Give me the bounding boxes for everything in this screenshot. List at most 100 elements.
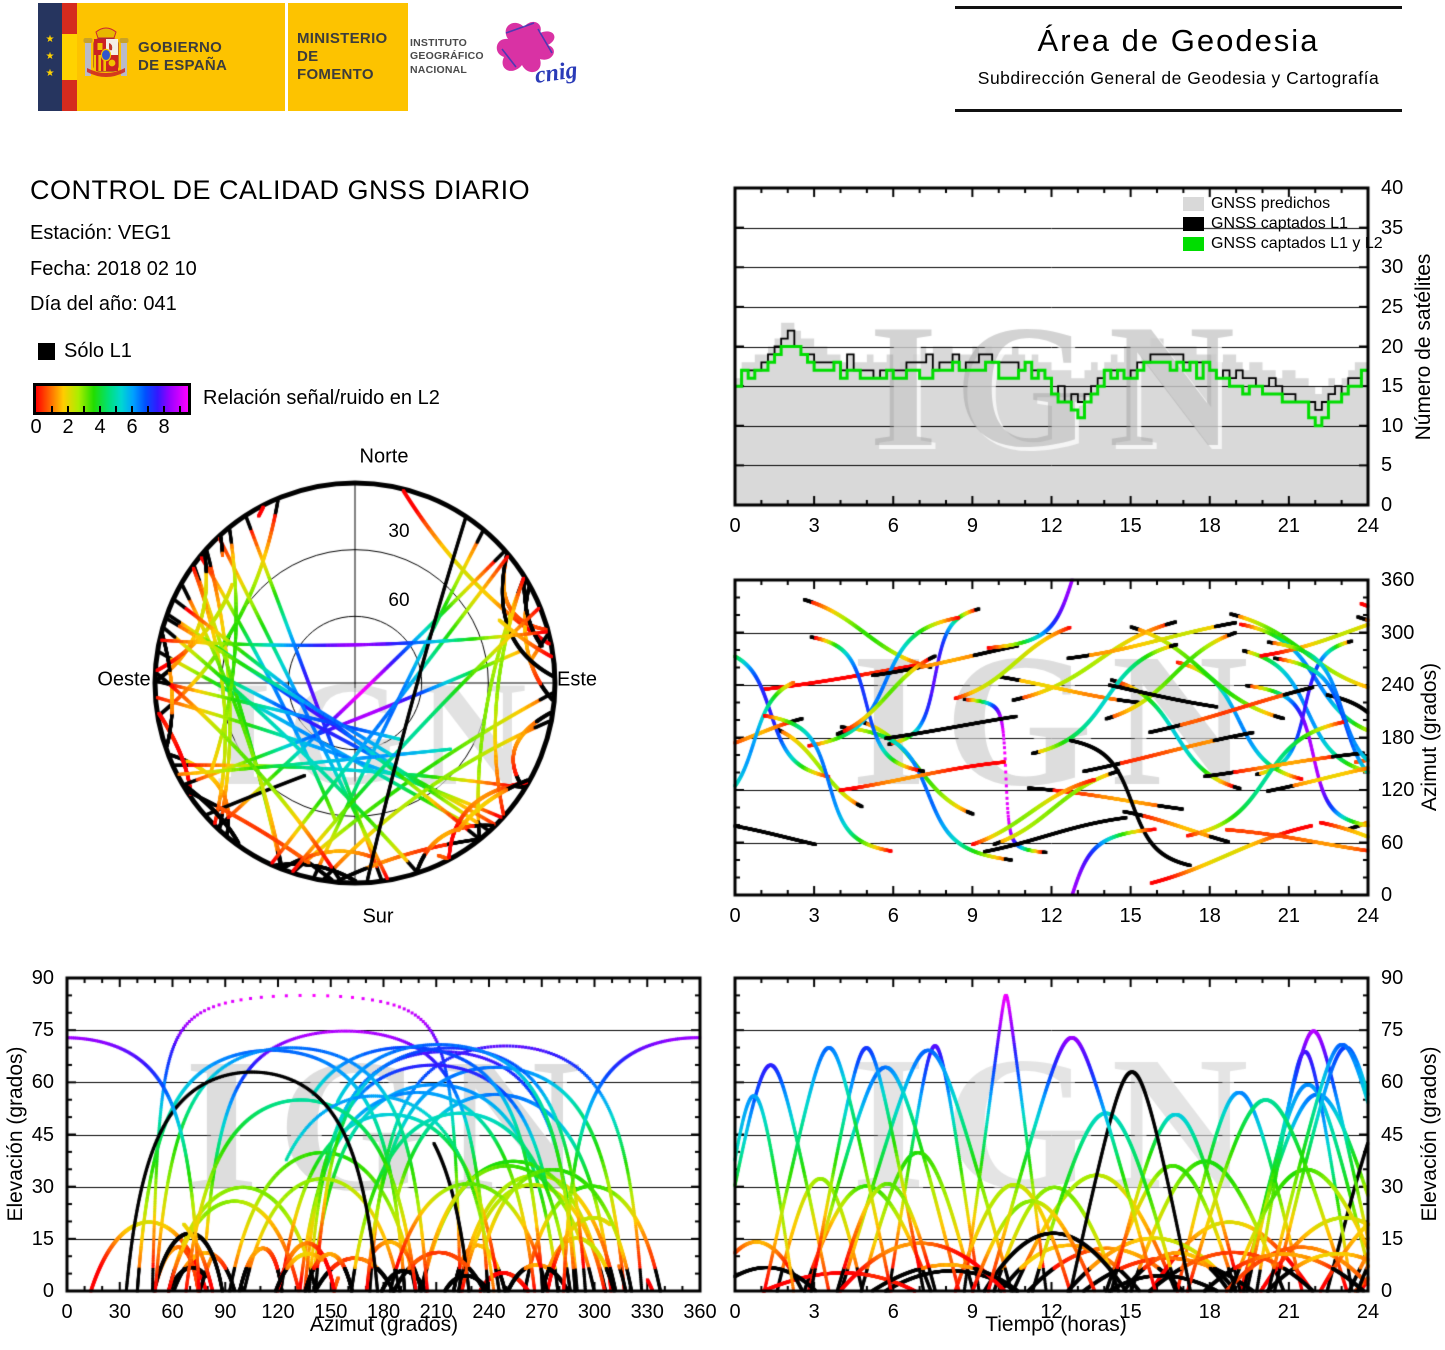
tick-label: 75 <box>1381 1019 1404 1042</box>
l1-only-label: Sólo L1 <box>64 340 132 362</box>
elev-time-x-axis-title: Tiempo (horas) <box>985 1313 1127 1336</box>
tick-label: 0 <box>1381 884 1393 906</box>
skyplot-east-label: Este <box>556 668 598 691</box>
tick-label: 210 <box>419 1301 453 1323</box>
tick-label: 60 <box>1381 831 1404 854</box>
colorbar-tick-label: 6 <box>126 416 138 438</box>
tick-label: 240 <box>1381 674 1415 696</box>
colorbar-tick <box>131 406 133 412</box>
tick-label: 30 <box>31 1175 54 1198</box>
tick-label: 6 <box>887 905 899 927</box>
skyplot-south-label: Sur <box>362 905 394 928</box>
ign-label: INSTITUTO GEOGRÁFICO NACIONAL <box>410 36 484 76</box>
predichos-swatch <box>1183 197 1204 211</box>
area-subtitle: Subdirección General de Geodesia y Carto… <box>977 68 1380 88</box>
tick-label: 30 <box>108 1301 131 1323</box>
spain-coat-of-arms-icon <box>83 26 129 89</box>
tick-label: 18 <box>1198 1301 1221 1323</box>
azimuth-y-axis-title: Azimut (grados) <box>1418 662 1441 812</box>
colorbar-tick <box>83 406 85 412</box>
tick-label: 10 <box>1381 414 1404 437</box>
legend-item-predichos: GNSS predichos <box>1183 194 1383 214</box>
tick-label: 9 <box>966 905 978 927</box>
day-of-year-line: Día del año: 041 <box>30 293 177 315</box>
tick-label: 90 <box>214 1301 237 1323</box>
tick-label: 300 <box>1381 621 1415 644</box>
colorbar-tick-label: 0 <box>30 416 42 438</box>
legend-item-captados-l1l2: GNSS captados L1 y L2 <box>1183 234 1383 254</box>
tick-label: 90 <box>31 967 54 989</box>
colorbar-tick <box>67 406 69 412</box>
tick-label: 3 <box>808 1301 820 1323</box>
tick-label: 0 <box>729 905 741 927</box>
station-line: Estación: VEG1 <box>30 222 172 244</box>
sat-count-y-axis-title: Número de satélites <box>1412 253 1435 441</box>
cnig-logo-icon: cnig <box>486 9 579 106</box>
tick-label: 15 <box>1119 1301 1142 1323</box>
tick-label: 0 <box>1381 494 1393 516</box>
eu-star-icon: ★ <box>45 68 55 79</box>
ign-block: INSTITUTO GEOGRÁFICO NACIONAL cnig <box>408 3 590 111</box>
snr-colorbar-title: Relación señal/ruido en L2 <box>203 387 440 409</box>
tick-label: 0 <box>729 515 741 537</box>
tick-label: 24 <box>1356 1301 1380 1323</box>
area-geodesia-header: Área de Geodesia Subdirección General de… <box>955 6 1402 112</box>
colorbar-tick <box>179 406 181 412</box>
eu-star-icon: ★ <box>45 34 55 45</box>
tick-label: 21 <box>1277 515 1300 537</box>
tick-label: 18 <box>1198 905 1221 927</box>
captados-l1l2-swatch <box>1183 237 1204 251</box>
tick-label: 300 <box>577 1301 612 1323</box>
elev-az-x-axis-title: Azimut (grados) <box>309 1313 459 1336</box>
area-title: Área de Geodesia <box>1037 23 1320 58</box>
tick-label: 0 <box>729 1301 741 1323</box>
tick-label: 0 <box>61 1301 73 1323</box>
tick-label: 45 <box>31 1123 54 1146</box>
tick-label: 21 <box>1277 905 1300 927</box>
tick-label: 24 <box>1356 905 1380 927</box>
skyplot-ring-30-label: 30 <box>388 521 410 542</box>
tick-label: 0 <box>42 1280 54 1302</box>
elev-time-y-axis-title: Elevación (grados) <box>1418 1046 1441 1222</box>
colorbar-tick <box>99 406 101 412</box>
tick-label: 9 <box>966 515 978 537</box>
tick-label: 15 <box>1119 905 1142 927</box>
tick-label: 120 <box>1381 779 1415 801</box>
tick-label: 180 <box>1381 726 1415 749</box>
tick-label: 30 <box>1381 1175 1404 1198</box>
tick-label: 120 <box>261 1301 295 1323</box>
government-logo-bar: ★ ★ ★ <box>38 3 590 111</box>
legend-item-captados-l1: GNSS captados L1 <box>1183 214 1383 234</box>
tick-label: 21 <box>1277 1301 1300 1323</box>
tick-label: 150 <box>314 1301 348 1323</box>
spain-flag-strip <box>62 3 77 111</box>
tick-label: 35 <box>1381 216 1404 239</box>
tick-label: 90 <box>1381 967 1404 989</box>
tick-label: 270 <box>525 1301 559 1323</box>
tick-label: 6 <box>887 1301 899 1323</box>
svg-text:cnig: cnig <box>533 57 578 89</box>
tick-label: 15 <box>31 1227 54 1250</box>
sat-count-legend: GNSS predichos GNSS captados L1 GNSS cap… <box>1183 194 1383 254</box>
colorbar-tick <box>51 406 53 412</box>
tick-label: 6 <box>887 515 899 537</box>
skyplot-ring-60-label: 60 <box>388 590 410 611</box>
tick-label: 20 <box>1381 335 1404 358</box>
tick-label: 5 <box>1381 454 1393 477</box>
tick-label: 30 <box>1381 256 1404 279</box>
tick-label: 75 <box>31 1019 54 1042</box>
tick-label: 3 <box>808 905 820 927</box>
colorbar-tick-label: 8 <box>158 416 170 438</box>
tick-label: 18 <box>1198 515 1221 537</box>
tick-label: 24 <box>1356 515 1380 537</box>
l1-only-legend: Sólo L1 <box>38 340 132 363</box>
tick-label: 9 <box>966 1301 978 1323</box>
skyplot-west-label: Oeste <box>97 668 151 691</box>
tick-label: 15 <box>1119 515 1142 537</box>
colorbar-tick <box>163 406 165 412</box>
tick-label: 12 <box>1040 1301 1063 1323</box>
colorbar-tick-label: 2 <box>62 416 74 438</box>
tick-label: 45 <box>1381 1123 1404 1146</box>
